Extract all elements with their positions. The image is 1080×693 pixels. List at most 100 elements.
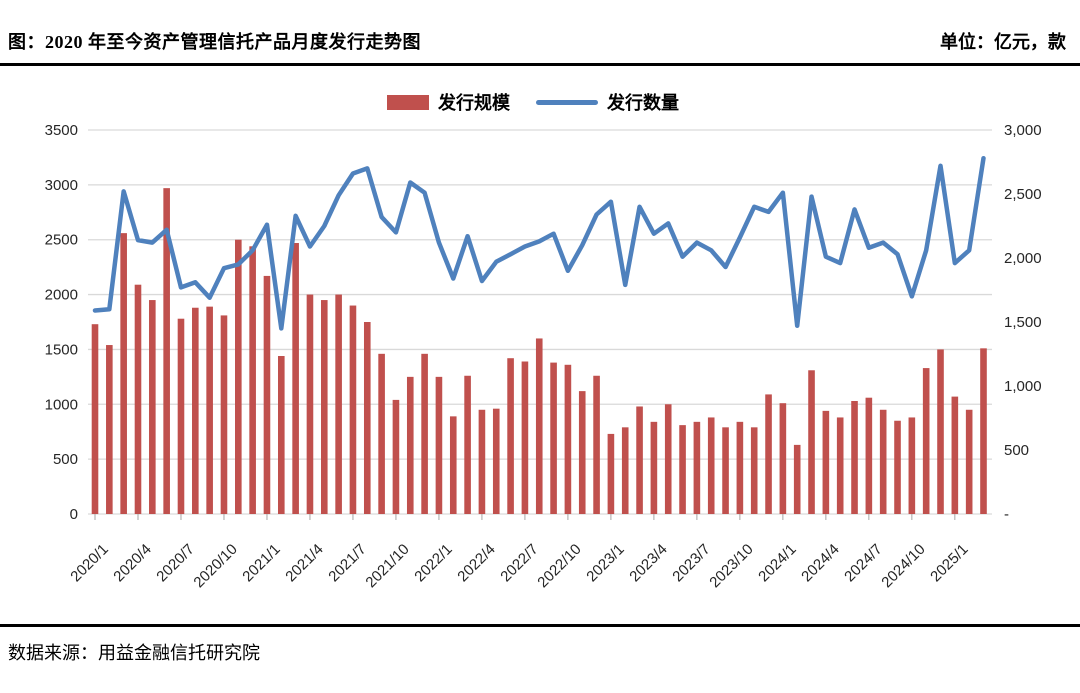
- left-axis-label: 500: [53, 451, 78, 468]
- left-axis-label: 1000: [45, 396, 78, 413]
- x-axis-label: 2020/10: [190, 541, 240, 591]
- bar-2024/1: [779, 403, 787, 514]
- x-axis-label: 2021/1: [239, 541, 283, 585]
- bar-2020/8: [192, 307, 199, 514]
- right-axis-label: 1,000: [1004, 378, 1042, 395]
- bar-2024/7: [865, 397, 873, 514]
- left-axis-label: 2500: [45, 232, 78, 249]
- bar-2024/4: [822, 410, 830, 514]
- chart-footer: 数据来源：用益金融信托研究院: [0, 624, 1080, 693]
- chart-area: 0 500 1000 1500 2000 2500 3000 3500 - 500 1,000 1,5…: [0, 66, 1080, 624]
- bar-2022/5: [492, 408, 500, 514]
- left-axis-label: 3500: [45, 122, 78, 139]
- bar-2022/10: [564, 364, 572, 514]
- x-axis-label: 2020/1: [67, 541, 111, 585]
- bar-2020/12: [249, 246, 256, 514]
- bar-2024/3: [808, 370, 815, 514]
- bar-2020/11: [235, 239, 242, 514]
- bar-2021/6: [335, 294, 342, 514]
- left-axis-label: 3000: [45, 177, 78, 194]
- x-axis-label: 2023/10: [706, 541, 756, 591]
- bar-2023/8: [707, 417, 715, 514]
- x-axis-label: 2024/1: [755, 541, 799, 585]
- bar-2024/6: [851, 400, 858, 514]
- bar-2021/2: [277, 356, 285, 514]
- bar-2021/1: [263, 275, 271, 514]
- bar-2022/3: [464, 375, 471, 514]
- bar-2020/6: [163, 188, 170, 515]
- x-axis-label: 2023/1: [583, 541, 627, 585]
- unit-label: 单位：亿元，款: [940, 32, 1066, 52]
- bar-2023/12: [765, 394, 772, 514]
- bar-2024/12: [937, 349, 944, 514]
- issuance-count-line: [92, 155, 986, 331]
- bar-2021/4: [306, 294, 314, 514]
- bar-2021/11: [406, 376, 414, 514]
- bar-2022/12: [593, 375, 600, 514]
- bar-2020/3: [120, 233, 127, 515]
- x-axis-label: 2021/10: [362, 541, 412, 591]
- right-axis-label: 500: [1004, 442, 1029, 459]
- x-axis-label: 2025/1: [927, 541, 971, 585]
- x-axis-label: 2024/10: [878, 541, 928, 591]
- bar-2025/3: [980, 348, 987, 514]
- x-axis-label: 2020/4: [110, 541, 154, 585]
- x-axis-label: 2022/4: [454, 541, 498, 585]
- bar-2021/12: [421, 353, 428, 514]
- x-axis-label: 2022/1: [411, 541, 455, 585]
- bar-2023/7: [693, 421, 701, 514]
- bar-2021/5: [320, 300, 328, 514]
- left-axis-label: 0: [70, 506, 78, 523]
- bar-2022/11: [578, 391, 586, 514]
- bar-2020/5: [149, 300, 156, 514]
- bar-2023/2: [621, 427, 629, 514]
- bar-2021/8: [363, 322, 371, 514]
- trend-chart: 0 500 1000 1500 2000 2500 3000 3500 - 500 1,000 1,5…: [45, 122, 1042, 591]
- bar-2022/2: [449, 416, 457, 514]
- data-source: 数据来源：用益金融信托研究院: [8, 643, 260, 663]
- bar-2022/1: [435, 376, 443, 514]
- bar-2023/1: [607, 433, 615, 514]
- right-axis-label: -: [1004, 506, 1009, 523]
- bar-2020/7: [177, 318, 185, 514]
- bar-2025/2: [965, 409, 973, 514]
- bar-2023/5: [664, 404, 672, 514]
- bar-2023/6: [679, 425, 686, 514]
- x-axis-label: 2021/4: [282, 541, 326, 585]
- right-axis-label: 2,000: [1004, 250, 1042, 267]
- bar-2022/8: [535, 338, 543, 514]
- bar-2024/5: [836, 417, 844, 514]
- left-axis-label: 2000: [45, 287, 78, 304]
- bar-2022/7: [521, 361, 529, 514]
- right-axis-label: 3,000: [1004, 122, 1042, 139]
- bar-2021/10: [392, 399, 400, 514]
- x-axis-label: 2022/10: [534, 541, 584, 591]
- x-axis-label: 2023/4: [626, 541, 670, 585]
- page-title: 图：2020 年至今资产管理信托产品月度发行走势图: [8, 32, 421, 52]
- bar-2024/10: [908, 417, 916, 514]
- bar-2024/8: [879, 409, 887, 514]
- bar-2021/9: [378, 353, 385, 514]
- bar-2022/4: [478, 409, 486, 514]
- bar-2020/4: [134, 284, 142, 514]
- bar-2023/9: [722, 427, 729, 514]
- x-axis-label: 2024/4: [798, 541, 842, 585]
- bar-2025/1: [951, 396, 959, 514]
- bar-2022/6: [507, 358, 514, 514]
- bar-2020/2: [106, 345, 113, 514]
- bar-2024/11: [922, 368, 930, 514]
- bar-2021/3: [292, 243, 299, 514]
- bar-2024/2: [793, 444, 801, 514]
- chart-header: 图：2020 年至今资产管理信托产品月度发行走势图 单位：亿元，款: [0, 0, 1080, 66]
- bar-2022/9: [550, 362, 557, 514]
- bar-2021/7: [349, 305, 357, 514]
- right-axis-label: 2,500: [1004, 186, 1042, 203]
- bar-2023/11: [750, 427, 758, 514]
- bar-2020/9: [206, 306, 213, 514]
- bar-2023/3: [636, 406, 643, 514]
- left-axis-label: 1500: [45, 341, 78, 358]
- bar-2023/10: [736, 421, 744, 514]
- bar-2024/9: [894, 420, 901, 514]
- right-axis-label: 1,500: [1004, 314, 1042, 331]
